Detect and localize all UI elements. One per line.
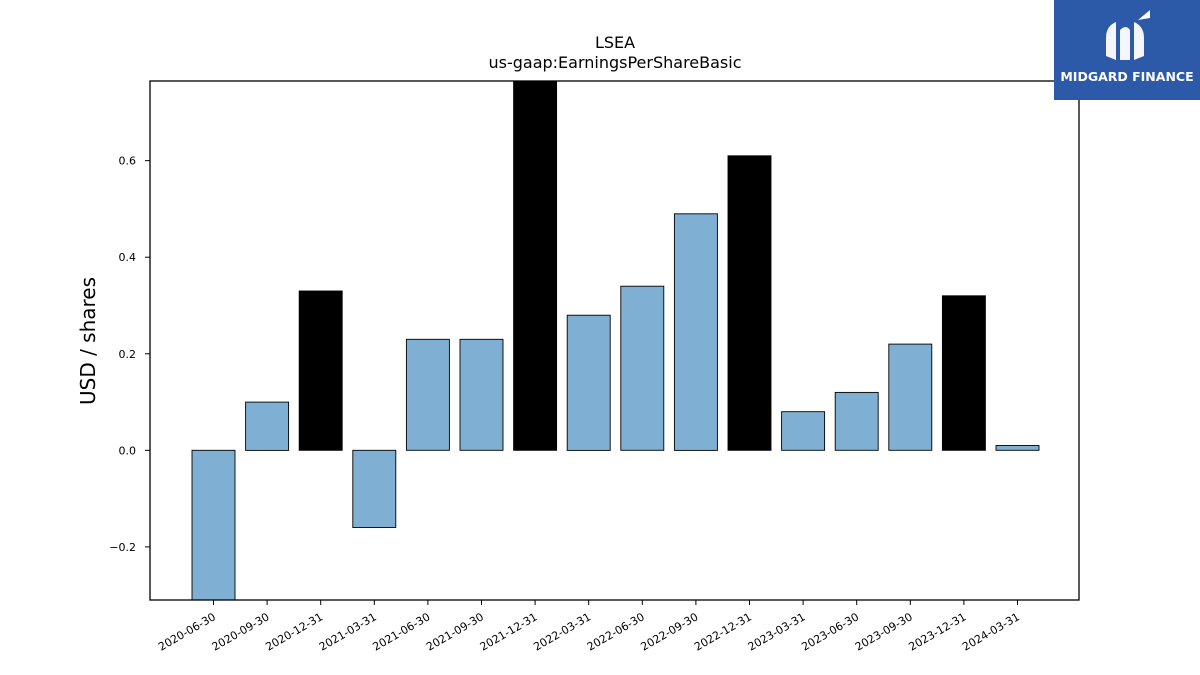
y-tick-label: 0.4 [119, 251, 137, 264]
x-tick-label: 2021-06-30 [371, 610, 433, 653]
x-tick-label: 2020-09-30 [210, 610, 272, 653]
bar-2021-06-30 [405, 338, 450, 451]
chart-subtitle: us-gaap:EarningsPerShareBasic [488, 53, 741, 72]
x-tick-label: 2021-12-31 [478, 610, 540, 653]
bar-2023-06-30 [834, 391, 879, 451]
bar-2021-09-30 [459, 338, 504, 451]
bar-2020-06-30 [191, 449, 236, 601]
bar-2022-03-31 [566, 314, 611, 451]
y-tick-label: −0.2 [109, 541, 136, 554]
x-tick-label: 2023-06-30 [799, 610, 861, 653]
x-tick-label: 2022-06-30 [585, 610, 647, 653]
bar-2022-06-30 [620, 285, 665, 451]
chart-title: LSEA [595, 33, 635, 52]
x-tick-label: 2021-09-30 [424, 610, 486, 653]
x-tick-label: 2023-09-30 [853, 610, 915, 653]
bar-2022-12-31 [727, 155, 772, 451]
y-tick-label: 0.6 [119, 155, 137, 168]
bar-2020-12-31 [298, 290, 343, 451]
bar-2022-09-30 [673, 213, 718, 451]
x-tick-label: 2020-06-30 [156, 610, 218, 653]
x-tick-label: 2023-03-31 [746, 610, 808, 653]
bar-2021-12-31 [513, 80, 558, 451]
bar-2021-03-31 [352, 449, 397, 528]
bar-2023-12-31 [941, 295, 986, 451]
x-tick-label: 2024-03-31 [960, 610, 1022, 653]
bar-2024-03-31 [995, 445, 1040, 451]
midgard-logo-icon [1106, 10, 1150, 60]
y-tick-label: 0.2 [119, 348, 137, 361]
x-tick-label: 2022-03-31 [531, 610, 593, 653]
bar-2023-03-31 [781, 411, 826, 451]
x-tick-label: 2022-12-31 [692, 610, 754, 653]
bar-2020-09-30 [245, 401, 290, 451]
x-tick-label: 2020-12-31 [263, 610, 325, 653]
y-tick-label: 0.0 [119, 444, 137, 457]
brand-logo: MIDGARD FINANCE [1054, 0, 1200, 100]
y-axis-label: USD / shares [76, 277, 100, 405]
x-tick-label: 2021-03-31 [317, 610, 379, 653]
brand-name: MIDGARD FINANCE [1060, 69, 1194, 84]
bar-2023-09-30 [888, 343, 933, 451]
x-tick-label: 2023-12-31 [907, 610, 969, 653]
plot-frame [149, 80, 1080, 601]
x-tick-label: 2022-09-30 [639, 610, 701, 653]
